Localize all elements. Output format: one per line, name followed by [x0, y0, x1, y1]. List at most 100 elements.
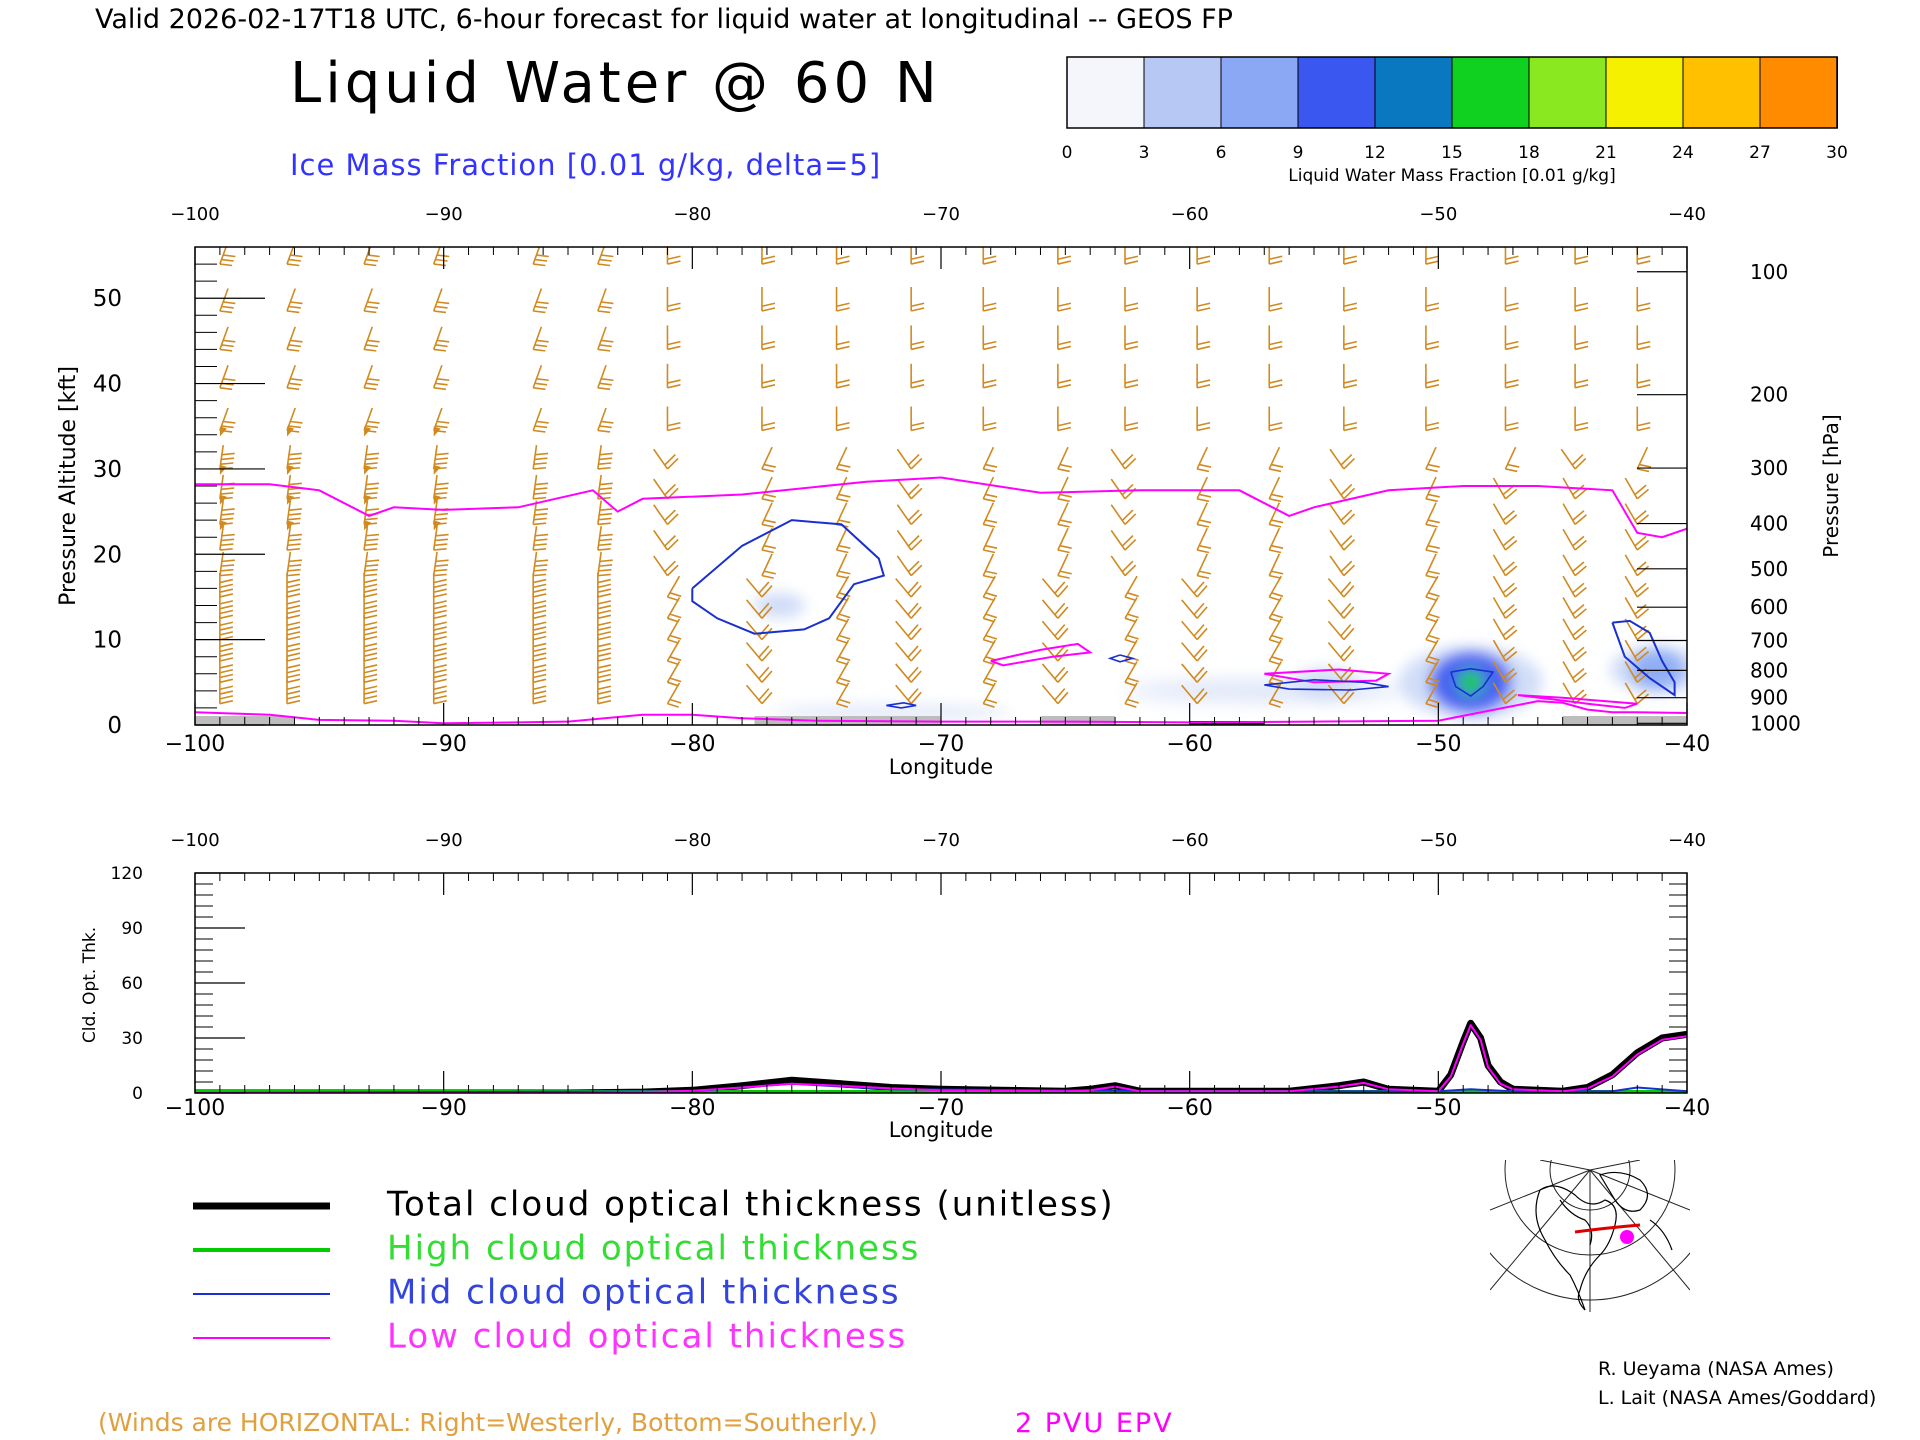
- wind-barb: [363, 679, 378, 705]
- wind-barb: [1057, 527, 1072, 554]
- wind-barb: [745, 599, 773, 619]
- wind-barb: [895, 663, 922, 683]
- wind-barb: [895, 599, 922, 619]
- colorbar-tick-label: 18: [1518, 143, 1540, 163]
- wind-barb: [1057, 363, 1072, 389]
- colorbar-segment: [1682, 56, 1761, 129]
- wind-barb: [532, 407, 549, 433]
- wind-barb: [597, 445, 613, 470]
- wind-barb: [597, 288, 614, 314]
- wind-barb: [363, 572, 378, 598]
- wind-barb: [1562, 639, 1587, 662]
- wind-barb: [1329, 504, 1356, 525]
- wind-barb: [597, 551, 613, 577]
- wind-barb: [761, 247, 776, 265]
- wind-barb: [666, 661, 682, 687]
- wind-barb: [1636, 287, 1651, 312]
- wind-barb: [653, 529, 679, 551]
- wind-barb: [982, 476, 998, 503]
- colorbar-tick-label: 12: [1364, 143, 1386, 163]
- pressure-tick-label: 100: [1750, 260, 1788, 284]
- wind-barb: [432, 474, 449, 505]
- wind-barb: [1504, 287, 1519, 312]
- wind-barb: [219, 551, 235, 577]
- wind-barb: [1124, 247, 1139, 265]
- wind-barb: [1425, 502, 1440, 528]
- x-tick-label-top: −40: [1668, 830, 1706, 851]
- wind-barb: [286, 445, 302, 475]
- wind-barb: [1057, 325, 1072, 351]
- wind-barb: [1636, 446, 1652, 473]
- wind-barb: [1124, 682, 1139, 708]
- wind-barb: [532, 474, 549, 500]
- ice-contour: [1450, 667, 1495, 697]
- colorbar-tick-label: 6: [1216, 143, 1227, 163]
- wind-barb: [745, 578, 773, 598]
- wind-barb: [1268, 575, 1284, 602]
- wind-barb: [895, 620, 922, 641]
- top-panel: −100 −100 −90 −90 −80 −80 −70 −70 −60 −60 −50 −50 −4…: [56, 204, 1843, 779]
- wind-barb: [835, 363, 850, 389]
- wind-barb: [1425, 553, 1440, 579]
- wind-barb: [1492, 661, 1518, 683]
- wind-barb: [666, 325, 681, 351]
- wind-barb: [532, 445, 549, 470]
- x-tick-label: −70: [918, 732, 964, 757]
- wind-barb: [910, 363, 925, 389]
- wind-barb: [1268, 682, 1284, 708]
- terrain-patch: [1562, 716, 1687, 725]
- wind-barb: [597, 679, 612, 705]
- wind-barb: [745, 684, 773, 705]
- colorbar-tick-label: 21: [1595, 143, 1617, 163]
- wind-barb: [982, 325, 997, 351]
- wind-barb: [835, 247, 850, 265]
- wind-barb: [432, 326, 450, 352]
- colorbar-segment: [1220, 56, 1299, 129]
- colorbar: 0 3 6 9 12 15 18 21 24 27 30 Liquid Water Mass Fra…: [1062, 56, 1848, 186]
- y-tick-label: 0: [107, 713, 122, 739]
- wind-barb: [653, 555, 679, 577]
- wind-barb: [1492, 597, 1518, 619]
- wind-barb: [1425, 287, 1440, 312]
- wind-barb: [432, 615, 447, 641]
- wind-barb: [1124, 363, 1139, 389]
- wind-barb: [896, 555, 923, 577]
- wind-barb: [363, 407, 380, 437]
- wind-barb: [532, 247, 549, 267]
- wind-barb: [1504, 363, 1519, 389]
- wind-barb: [286, 365, 303, 391]
- wind-barb: [1425, 682, 1440, 708]
- wind-barb: [1181, 663, 1208, 683]
- ice-contour: [886, 701, 917, 709]
- colorbar-segment: [1451, 56, 1530, 129]
- wind-barb: [1624, 528, 1650, 551]
- wind-barb: [432, 658, 447, 684]
- wind-barb: [286, 636, 301, 662]
- wind-barb: [835, 406, 850, 432]
- wind-barb: [1574, 406, 1589, 432]
- colorbar-segment: [1528, 56, 1607, 129]
- wind-barb: [363, 551, 380, 577]
- wind-barb: [1268, 406, 1283, 432]
- wind-barb: [286, 551, 302, 577]
- ice-contour: [1264, 678, 1389, 691]
- bottom-ylabel: Cld. Opt. Thk.: [80, 927, 100, 1043]
- wind-barb: [982, 527, 998, 554]
- wind-barb: [363, 526, 380, 551]
- wind-barb: [1492, 554, 1518, 577]
- pressure-tick-label: 500: [1750, 557, 1788, 581]
- winds-note: (Winds are HORIZONTAL: Right=Westerly, B…: [98, 1408, 878, 1437]
- wind-barb: [1492, 503, 1518, 526]
- credit-1: R. Ueyama (NASA Ames): [1598, 1358, 1834, 1380]
- x-tick-label-top: −90: [425, 204, 463, 225]
- wind-barb: [1110, 555, 1137, 577]
- ice-contour: [691, 519, 886, 635]
- terrain-patch: [1040, 716, 1116, 725]
- wind-barb: [1268, 597, 1284, 623]
- wind-barb: [1327, 578, 1355, 598]
- wind-barb: [1057, 247, 1072, 265]
- wind-barb: [1425, 406, 1440, 432]
- wind-barb: [432, 551, 449, 577]
- pv-contour: [1517, 694, 1638, 709]
- wind-barb: [982, 618, 998, 644]
